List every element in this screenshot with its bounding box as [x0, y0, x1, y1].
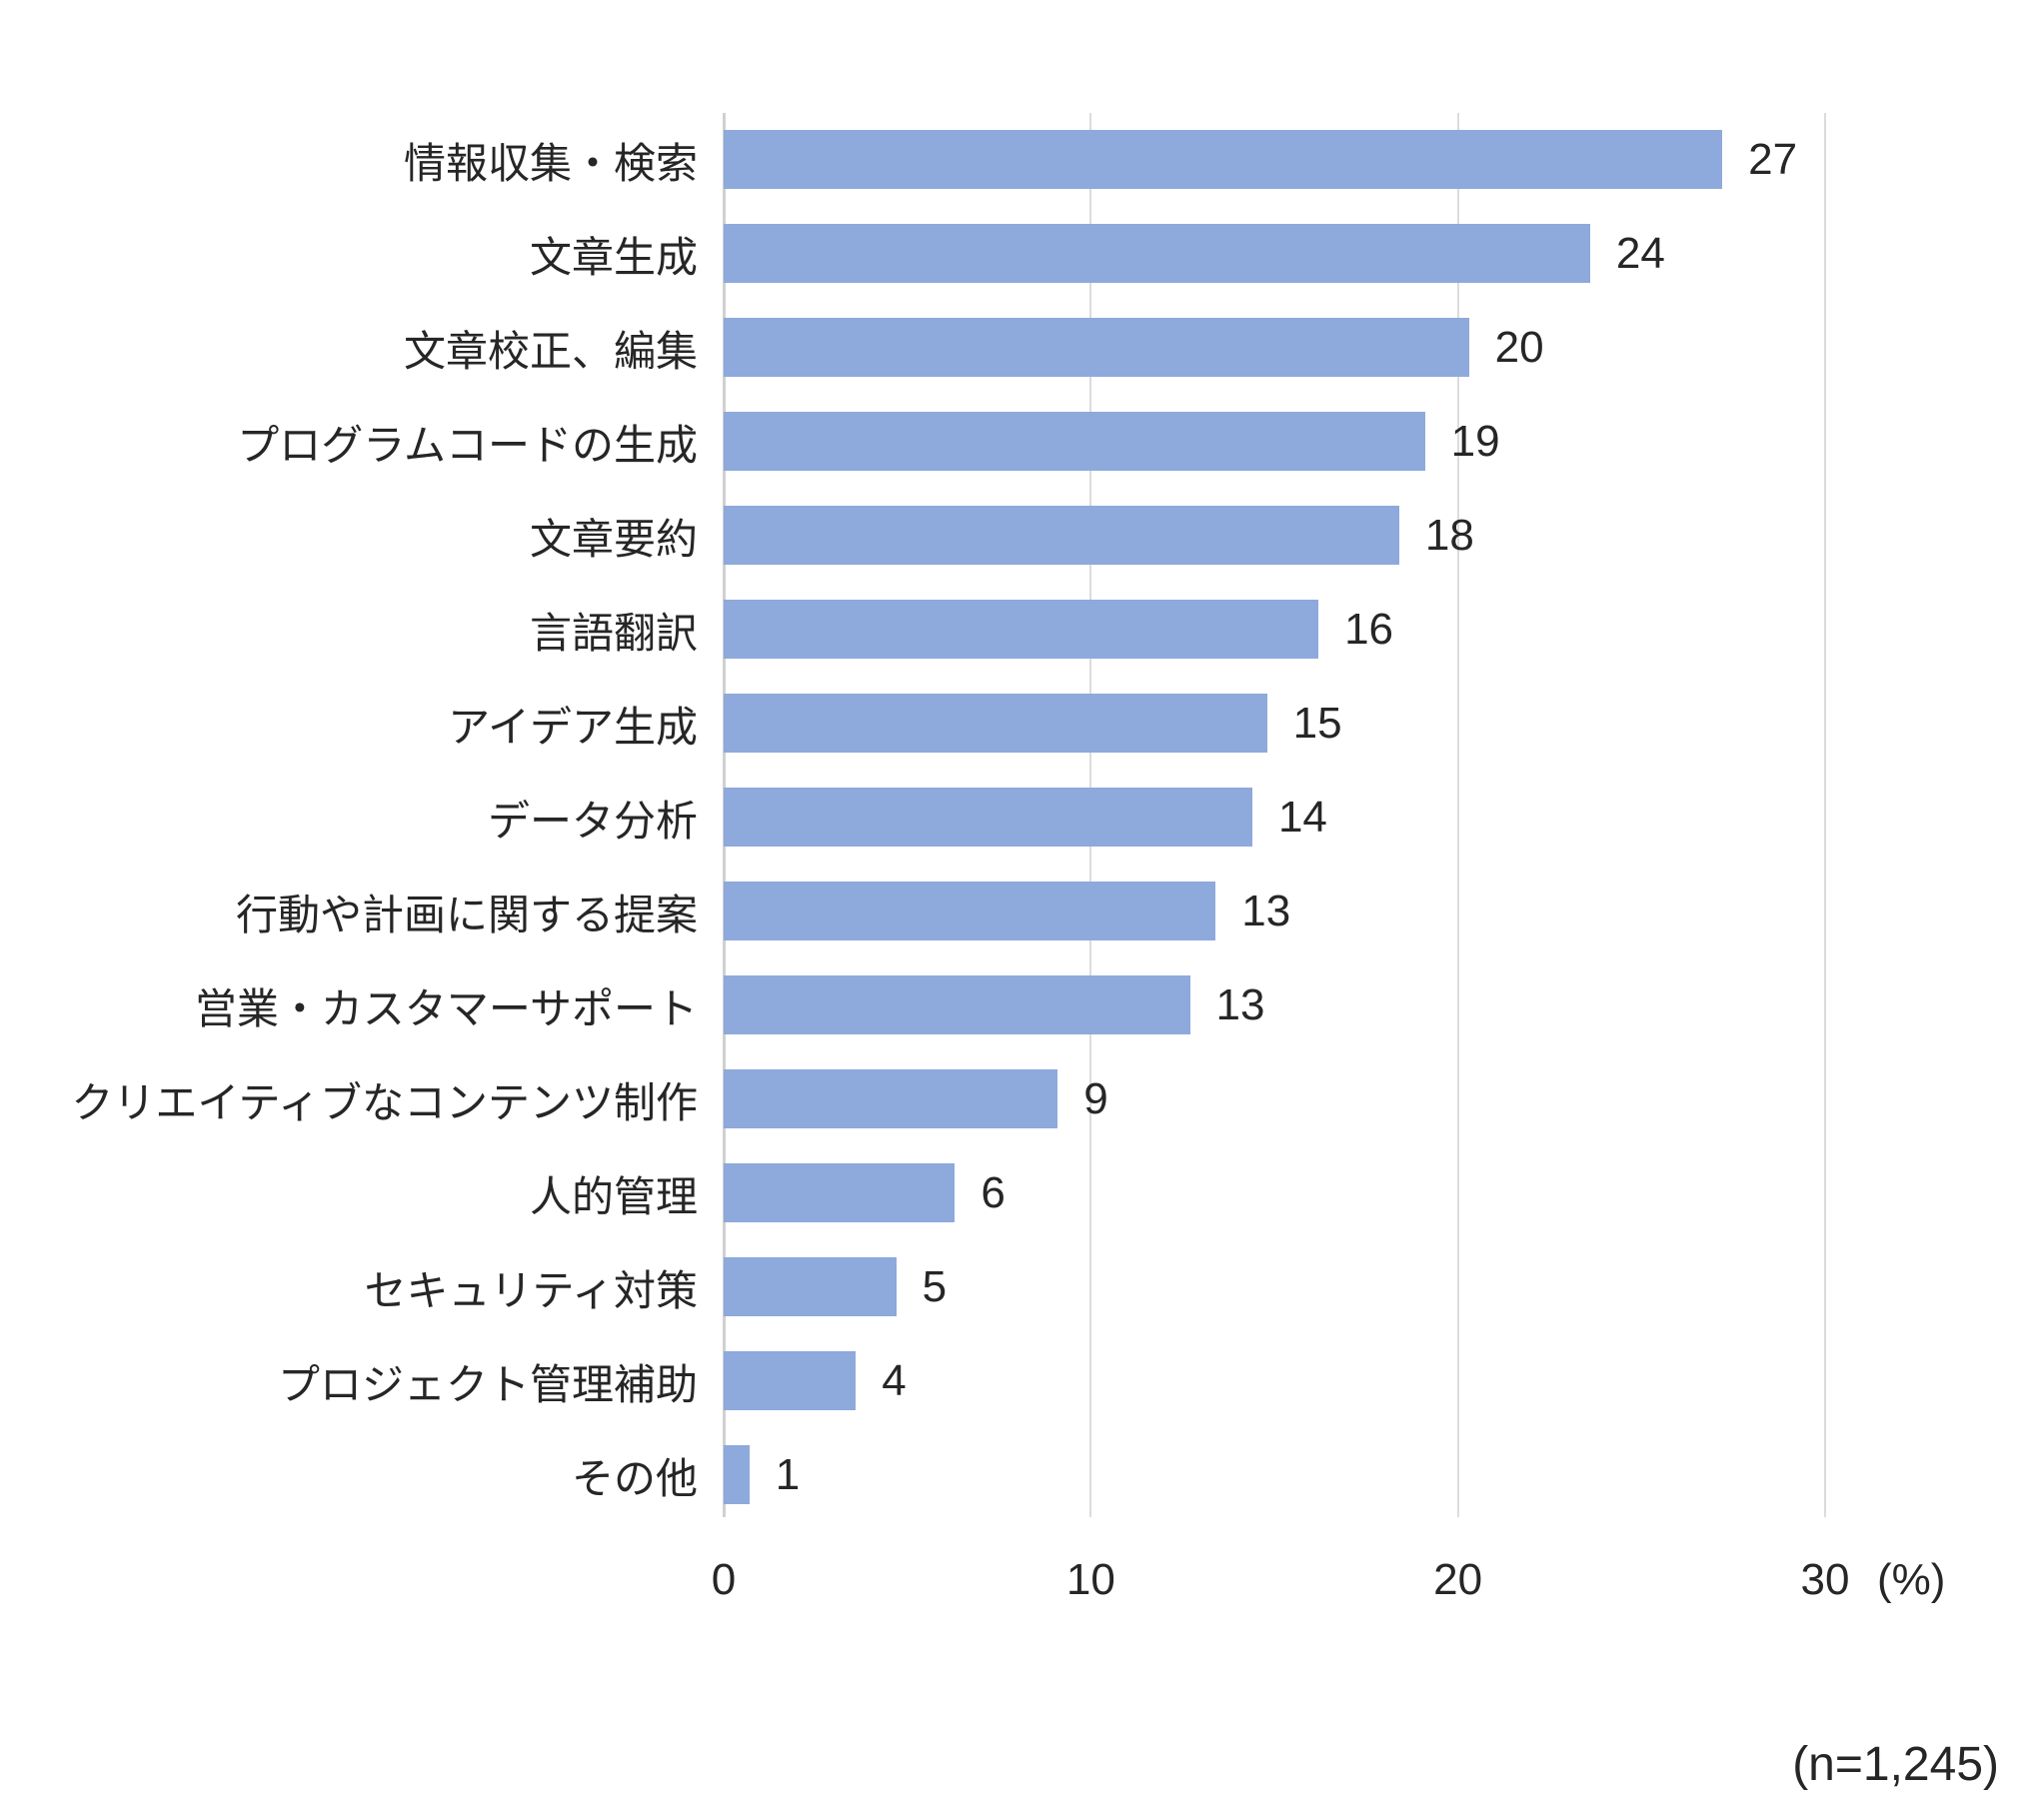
bar	[724, 694, 1267, 753]
value-label: 5	[922, 1262, 948, 1311]
value-label: 9	[1083, 1074, 1108, 1123]
bar	[724, 882, 1216, 940]
chart-row: プロジェクト管理補助 4	[0, 1334, 2044, 1428]
bar	[724, 1257, 897, 1316]
bar	[724, 1445, 750, 1504]
value-label: 24	[1615, 229, 1665, 278]
category-label: 言語翻訳	[529, 609, 698, 657]
x-tick-label: 20	[1433, 1555, 1483, 1604]
chart-row: 文章要約 18	[0, 489, 2044, 583]
value-label: 19	[1450, 417, 1500, 466]
category-label: データ分析	[487, 797, 698, 845]
value-label: 15	[1292, 699, 1342, 748]
chart-row: 言語翻訳 16	[0, 583, 2044, 677]
chart-row: 営業・カスタマーサポート 13	[0, 958, 2044, 1052]
chart-row: データ分析 14	[0, 771, 2044, 865]
category-label: 情報収集・検索	[403, 139, 698, 187]
gridline	[1824, 113, 1826, 1517]
bar	[724, 1069, 1058, 1128]
chart-row: 行動や計画に関する提案 13	[0, 865, 2044, 958]
chart-row: 文章校正、編集 20	[0, 301, 2044, 395]
category-label: アイデア生成	[448, 703, 698, 751]
bar	[724, 506, 1399, 565]
bar	[724, 1351, 857, 1410]
category-label: 文章生成	[529, 233, 698, 281]
value-label: 13	[1241, 887, 1291, 935]
chart-row: 文章生成 24	[0, 207, 2044, 301]
category-label: 文章要約	[529, 515, 698, 563]
bar	[724, 1163, 956, 1222]
bar	[724, 318, 1469, 377]
x-tick-label: 30	[1800, 1555, 1850, 1604]
x-tick-label: 10	[1065, 1555, 1115, 1604]
chart-row: アイデア生成 15	[0, 677, 2044, 771]
x-axis-unit-label: (%)	[1877, 1555, 1946, 1604]
chart-row: 情報収集・検索 27	[0, 113, 2044, 207]
x-tick-label: 0	[711, 1555, 737, 1604]
category-label: 文章校正、編集	[403, 327, 698, 375]
value-label: 18	[1424, 511, 1474, 560]
gridline	[1456, 113, 1459, 1517]
category-label: 営業・カスタマーサポート	[194, 984, 698, 1032]
bar	[724, 788, 1252, 847]
chart-row: セキュリティ対策 5	[0, 1240, 2044, 1334]
category-label: プロジェクト管理補助	[277, 1360, 698, 1408]
category-label: セキュリティ対策	[364, 1266, 698, 1314]
sample-size-note: (n=1,245)	[1792, 1738, 1999, 1791]
chart-row: その他 1	[0, 1428, 2044, 1522]
chart-row: クリエイティブなコンテンツ制作 9	[0, 1052, 2044, 1146]
value-label: 14	[1277, 793, 1327, 842]
category-label: 人的管理	[529, 1172, 698, 1220]
category-label: プログラムコードの生成	[237, 421, 698, 469]
bar	[724, 975, 1190, 1034]
bar	[724, 600, 1319, 659]
bar	[724, 412, 1425, 471]
value-label: 6	[981, 1168, 1006, 1217]
chart-row: 人的管理 6	[0, 1146, 2044, 1240]
value-label: 27	[1748, 135, 1798, 184]
value-label: 4	[882, 1356, 907, 1405]
category-label: 行動や計画に関する提案	[235, 891, 698, 938]
value-label: 13	[1215, 980, 1265, 1029]
value-label: 16	[1344, 605, 1394, 654]
value-label: 1	[775, 1450, 801, 1499]
bar	[724, 224, 1590, 283]
bar	[724, 130, 1723, 189]
chart-row: プログラムコードの生成 19	[0, 395, 2044, 489]
value-label: 20	[1494, 323, 1544, 372]
category-label: その他	[571, 1454, 698, 1502]
category-label: クリエイティブなコンテンツ制作	[71, 1078, 698, 1126]
